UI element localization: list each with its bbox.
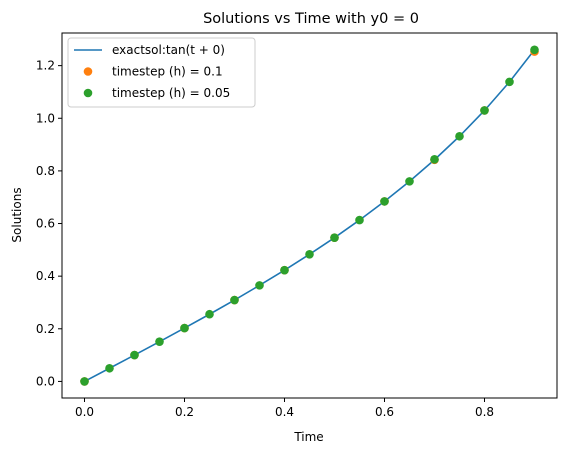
legend-marker-swatch [83, 67, 93, 76]
legend-label: exactsol:tan(t + 0) [112, 43, 225, 57]
data-point [105, 363, 114, 373]
data-point [255, 281, 264, 290]
y-tick-label: 0.0 [36, 374, 55, 388]
data-point [205, 309, 214, 319]
data-point [180, 323, 189, 333]
x-tick-label: 0.0 [75, 405, 94, 419]
data-point [280, 265, 289, 275]
data-point [230, 295, 239, 305]
x-tick-label: 0.6 [375, 405, 394, 419]
data-point [305, 249, 314, 259]
chart-title: Solutions vs Time with y0 = 0 [203, 11, 419, 27]
y-axis-label: Solutions [10, 187, 24, 242]
y-tick-label: 0.8 [36, 164, 55, 178]
data-point [430, 155, 439, 164]
legend-label: timestep (h) = 0.1 [112, 65, 223, 79]
legend-box [67, 37, 256, 108]
y-tick-label: 1.0 [36, 111, 55, 125]
data-point [80, 377, 89, 386]
data-point [480, 106, 489, 115]
data-point [330, 233, 339, 242]
x-axis-label: Time [293, 430, 323, 444]
data-point [155, 337, 164, 346]
y-axis: 0.0 0.2 0.4 0.6 0.8 1.0 1.2 [36, 59, 62, 388]
y-tick-label: 0.2 [36, 322, 55, 336]
data-point [455, 131, 464, 141]
x-tick-label: 0.4 [275, 405, 294, 419]
data-point [380, 197, 389, 206]
y-tick-label: 0.4 [36, 269, 55, 283]
data-point [405, 177, 414, 186]
y-tick-label: 1.2 [36, 59, 55, 73]
y-tick-label: 0.6 [36, 217, 55, 231]
x-tick-label: 0.8 [475, 405, 494, 419]
legend-label: timestep (h) = 0.05 [112, 86, 230, 100]
data-point [505, 77, 514, 87]
x-axis: 0.0 0.2 0.4 0.6 0.8 [75, 398, 494, 419]
legend-marker-swatch [83, 88, 93, 98]
data-point [530, 45, 539, 55]
series-points-2 [80, 45, 539, 386]
series-group [80, 45, 539, 386]
x-tick-label: 0.2 [175, 405, 194, 419]
data-point [355, 215, 364, 225]
data-point [130, 350, 139, 360]
legend: exactsol:tan(t + 0) timestep (h) = 0.1 tim… [67, 37, 256, 108]
